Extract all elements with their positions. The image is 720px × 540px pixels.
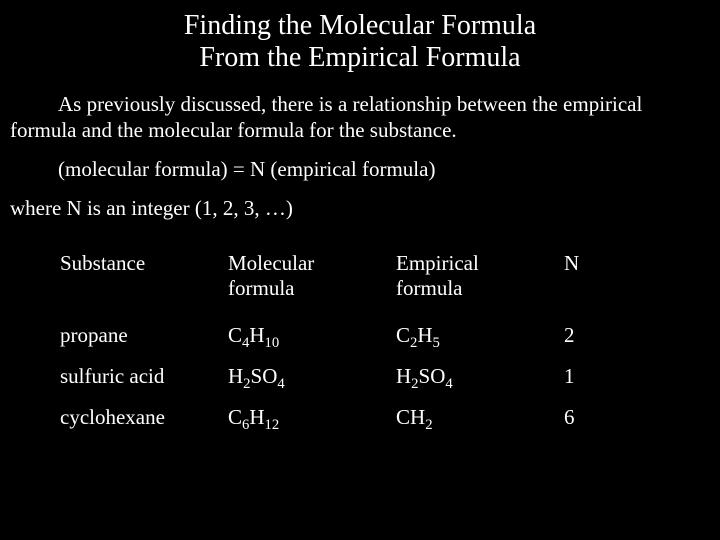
cell-molecular: C4H10 (228, 315, 396, 356)
formula-table: Substance Molecularformula Empiricalform… (60, 243, 642, 438)
equation: (molecular formula) = N (empirical formu… (10, 157, 710, 182)
slide-title: Finding the Molecular Formula From the E… (0, 10, 720, 74)
cell-n: 6 (564, 397, 642, 438)
header-empirical: Empiricalformula (396, 243, 564, 315)
cell-substance: cyclohexane (60, 397, 228, 438)
cell-molecular: H2SO4 (228, 356, 396, 397)
title-line-1: Finding the Molecular Formula (184, 10, 536, 41)
title-line-2: From the Empirical Formula (199, 42, 520, 73)
table-row: cyclohexaneC6H12CH26 (60, 397, 642, 438)
table-row: propaneC4H10C2H52 (60, 315, 642, 356)
cell-n: 2 (564, 315, 642, 356)
note: where N is an integer (1, 2, 3, …) (10, 196, 710, 221)
cell-substance: sulfuric acid (60, 356, 228, 397)
table-row: sulfuric acidH2SO4H2SO41 (60, 356, 642, 397)
cell-empirical: H2SO4 (396, 356, 564, 397)
header-substance: Substance (60, 243, 228, 315)
cell-empirical: CH2 (396, 397, 564, 438)
header-molecular: Molecularformula (228, 243, 396, 315)
header-n: N (564, 243, 642, 315)
slide: Finding the Molecular Formula From the E… (0, 0, 720, 540)
table-body: propaneC4H10C2H52sulfuric acidH2SO4H2SO4… (60, 315, 642, 438)
cell-molecular: C6H12 (228, 397, 396, 438)
intro-paragraph: As previously discussed, there is a rela… (10, 92, 710, 142)
cell-substance: propane (60, 315, 228, 356)
table-header-row: Substance Molecularformula Empiricalform… (60, 243, 642, 315)
cell-empirical: C2H5 (396, 315, 564, 356)
cell-n: 1 (564, 356, 642, 397)
